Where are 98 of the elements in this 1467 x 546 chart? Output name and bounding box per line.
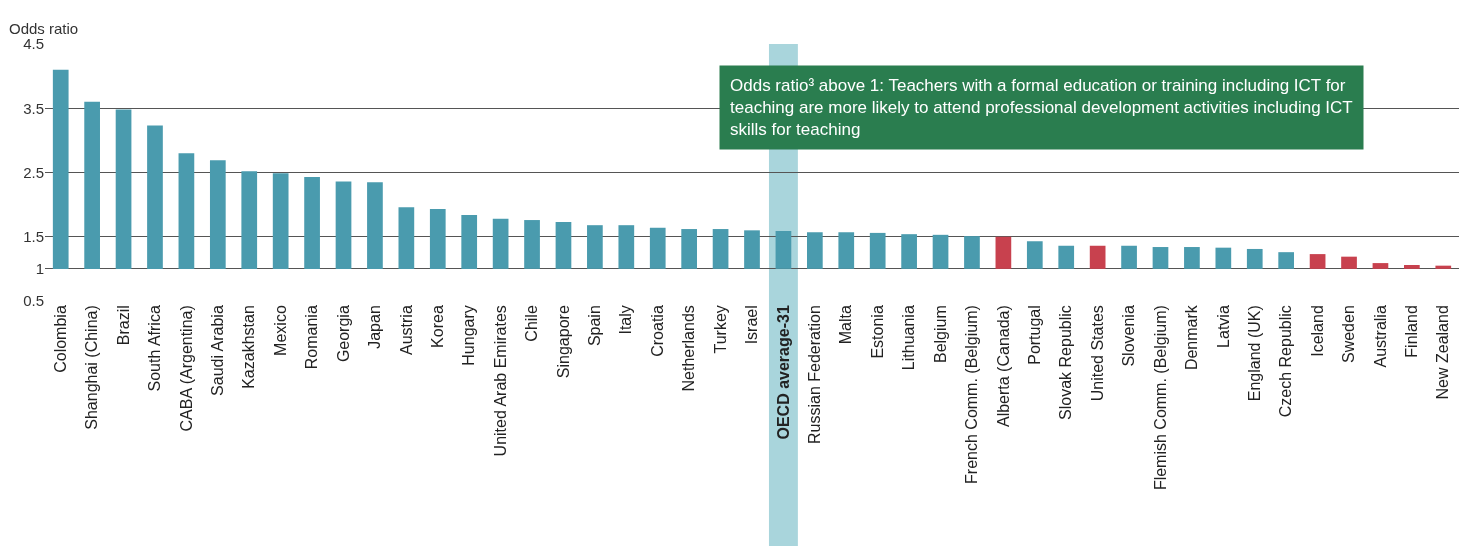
bar [1309,254,1326,269]
x-tick-label: Kazakhstan [240,305,258,389]
x-tick-label: Belgium [931,305,949,364]
x-tick-label: Romania [303,305,321,370]
bar [147,125,163,269]
x-tick-label: Lithuania [900,305,918,371]
x-tick-label: United Arab Emirates [491,305,509,457]
x-tick-label: Hungary [460,305,478,366]
x-tick-label: Iceland [1308,305,1326,357]
x-tick-label: Turkey [711,305,729,354]
bar [587,225,603,269]
bar [178,153,195,269]
bar [1278,252,1295,269]
bar [461,214,478,269]
x-tick-label: Shanghai (China) [83,305,101,430]
x-tick-label: CABA (Argentina) [177,305,195,432]
x-tick-label: Saudi Arabia [209,305,227,396]
bar [52,69,69,269]
bar [995,236,1012,269]
bar [241,171,258,269]
x-tick-label: United States [1088,305,1106,402]
bar [524,220,540,269]
x-tick-label: Colombia [51,305,69,373]
x-tick-label: Mexico [271,305,289,356]
bar [1026,241,1043,269]
x-tick-label: Portugal [1026,305,1043,365]
x-tick-label: Australia [1371,305,1389,368]
bar [1215,247,1232,269]
x-tick-label: Croatia [648,305,666,357]
bar [964,236,980,269]
bar [429,209,446,269]
x-tick-label: Spain [586,305,604,347]
bar [932,234,949,269]
bar [272,173,289,269]
bar [209,160,226,269]
x-tick-label: Italy [617,305,635,335]
bar [806,232,823,269]
bar [1121,245,1137,269]
bar [838,232,855,269]
bar [492,218,509,269]
x-tick-label: OECD average-31 [774,305,792,440]
y-tick-label: 0.5 [23,292,44,310]
bar [1372,263,1389,269]
bar [1089,245,1106,269]
bar [1184,247,1200,269]
bar [1152,247,1169,269]
x-tick-label: Czech Republic [1277,305,1295,418]
y-tick-label: 2.5 [23,163,44,181]
y-axis-title: Odds ratio [9,20,79,37]
bar [84,101,100,269]
x-tick-label: Netherlands [680,305,698,392]
bar [1341,256,1357,269]
bar [901,234,917,269]
x-tick-label: Alberta (Canada) [994,305,1012,428]
bar [1246,248,1263,269]
x-tick-label: Latvia [1214,305,1232,348]
x-tick-label: Flemish Comm. (Belgium) [1151,305,1169,491]
x-tick-label: Georgia [334,305,352,363]
x-tick-label: Brazil [114,305,132,346]
x-tick-label: England (UK) [1245,305,1263,402]
annotation: Odds ratio³ above 1: Teachers with a formal education or training including ICT for teaching are more likely to attend professional development activities including ICT skills for teaching [730,76,1353,140]
bar [335,181,352,269]
x-tick-label: Israel [743,305,761,345]
x-tick-label: South Africa [146,305,164,392]
bar [775,230,792,269]
y-tick-label: 1 [35,260,44,278]
bar [398,207,415,269]
y-tick-label: 1.5 [23,228,44,245]
x-tick-label: Austria [397,305,415,355]
x-tick-label: Slovak Republic [1057,305,1075,420]
bar [869,232,886,269]
bar [367,182,383,269]
x-tick-label: New Zealand [1434,305,1452,400]
x-tick-label: Finland [1403,305,1421,358]
bar [1058,245,1075,269]
bar [649,227,666,269]
bar [618,225,635,269]
x-tick-label: Singapore [554,305,572,379]
x-tick-label: Sweden [1340,305,1358,364]
bar [681,229,698,269]
x-tick-label: Chile [523,305,541,342]
x-tick-label: Slovenia [1120,305,1138,367]
bar [1404,265,1420,269]
bar [744,230,760,269]
bar [304,177,320,269]
x-tick-label: Russian Federation [806,305,824,444]
x-tick-label: French Comm. (Belgium) [963,305,981,484]
x-tick-label: Malta [837,305,855,345]
x-tick-label: Japan [366,305,384,349]
bar [712,229,729,269]
bar [555,221,572,269]
bar [115,109,132,269]
y-tick-label: 4.5 [23,35,44,53]
y-tick-label: 3.5 [23,99,44,117]
bar [1435,265,1452,269]
x-tick-label: Denmark [1183,304,1201,371]
x-tick-label: Estonia [868,305,886,359]
x-tick-label: Korea [428,305,446,348]
